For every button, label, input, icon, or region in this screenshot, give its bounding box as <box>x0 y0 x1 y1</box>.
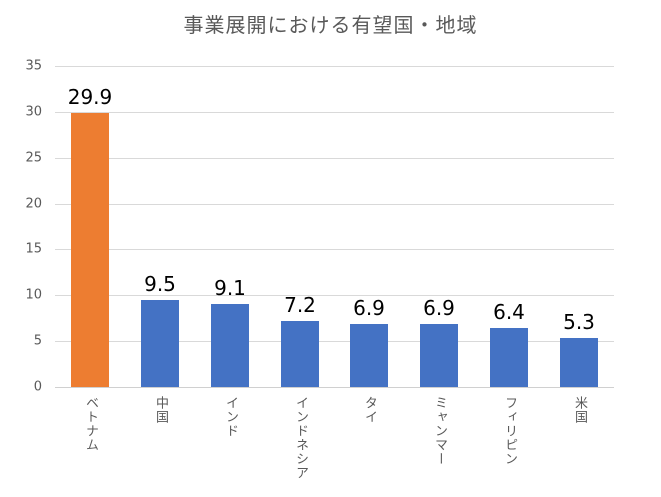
bar[interactable] <box>71 113 109 387</box>
data-label: 6.9 <box>353 296 385 320</box>
y-tick-label: 20 <box>25 196 42 212</box>
y-tick-label: 30 <box>25 104 42 120</box>
gridline <box>55 204 614 205</box>
x-tick-label: タイ <box>362 396 377 424</box>
x-tick-label: 米国 <box>572 396 587 424</box>
bar[interactable] <box>560 338 598 387</box>
data-label: 9.5 <box>144 272 176 296</box>
x-tick-label: ベトナム <box>83 396 98 452</box>
gridline <box>55 249 614 250</box>
y-tick-label: 0 <box>33 379 42 395</box>
bar[interactable] <box>281 321 319 387</box>
x-tick-label: 中国 <box>153 396 168 424</box>
data-label: 5.3 <box>563 310 595 334</box>
data-label: 7.2 <box>284 293 316 317</box>
x-tick-label: ミャンマー <box>432 396 447 466</box>
y-tick-label: 15 <box>25 241 42 257</box>
data-label: 9.1 <box>214 276 246 300</box>
y-tick-label: 5 <box>33 333 42 349</box>
bar[interactable] <box>211 304 249 387</box>
y-tick-label: 35 <box>25 58 42 74</box>
data-label: 29.9 <box>67 85 113 109</box>
gridline <box>55 387 614 388</box>
bar[interactable] <box>141 300 179 387</box>
bar[interactable] <box>490 328 528 387</box>
y-tick-label: 10 <box>25 287 42 303</box>
data-label: 6.4 <box>493 300 525 324</box>
chart-title: 事業展開における有望国・地域 <box>183 13 478 37</box>
gridline <box>55 295 614 296</box>
bar[interactable] <box>420 324 458 387</box>
gridline <box>55 112 614 113</box>
gridline <box>55 341 614 342</box>
gridline <box>55 66 614 67</box>
x-tick-label: フィリピン <box>502 396 517 466</box>
gridline <box>55 158 614 159</box>
x-tick-label: インドネシア <box>293 396 308 480</box>
bar[interactable] <box>350 324 388 387</box>
x-tick-label: インド <box>223 396 238 438</box>
data-label: 6.9 <box>423 296 455 320</box>
y-tick-label: 25 <box>25 150 42 166</box>
